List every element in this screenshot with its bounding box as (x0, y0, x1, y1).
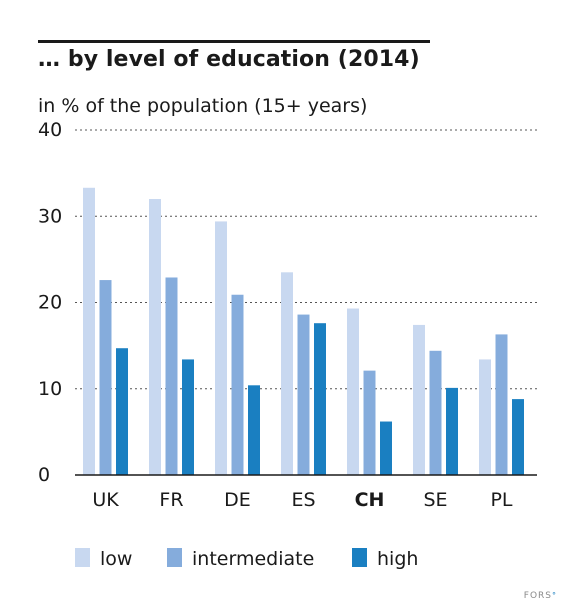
bar-uk-low (83, 187, 95, 475)
footer-brand-mark: ° (552, 591, 557, 600)
legend-swatch-high (352, 548, 367, 567)
legend-swatch-low (75, 548, 90, 567)
bar-de-low (215, 221, 227, 475)
footer-brand: FORS° (524, 591, 557, 601)
y-tick-label: 30 (38, 205, 62, 227)
bar-pl-intermediate (495, 334, 508, 475)
x-tick-label-ch: CH (355, 489, 385, 511)
legend-label-low: low (100, 548, 132, 570)
y-tick-label: 10 (38, 378, 62, 400)
bar-pl-high (512, 399, 524, 475)
bar-ch-low (347, 308, 359, 475)
chart-subtitle: in % of the population (15+ years) (38, 95, 368, 117)
bar-de-high (248, 385, 260, 475)
legend-swatch-intermediate (167, 548, 182, 567)
bar-se-low (413, 324, 425, 475)
bar-uk-high (116, 348, 128, 475)
legend-label-high: high (377, 548, 418, 570)
x-tick-label-fr: FR (159, 489, 183, 511)
bar-se-intermediate (429, 350, 442, 475)
x-tick-label-pl: PL (490, 489, 512, 511)
bar-ch-high (380, 421, 392, 475)
bar-uk-intermediate (99, 280, 112, 475)
legend-label-intermediate: intermediate (192, 548, 314, 570)
chart-title: … by level of education (2014) (38, 47, 420, 72)
bar-fr-intermediate (165, 277, 178, 475)
bar-fr-high (182, 359, 194, 475)
bar-se-high (446, 387, 458, 475)
bar-ch-intermediate (363, 370, 376, 475)
x-tick-label-de: DE (224, 489, 251, 511)
bar-de-intermediate (231, 294, 244, 475)
x-tick-label-uk: UK (92, 489, 119, 511)
bar-fr-low (149, 199, 161, 475)
x-tick-label-es: ES (291, 489, 315, 511)
footer-brand-text: FORS (523, 591, 552, 601)
bar-es-low (281, 272, 293, 475)
y-tick-label: 40 (38, 119, 62, 141)
bar-es-intermediate (297, 314, 310, 475)
y-tick-label: 0 (38, 464, 50, 486)
x-tick-label-se: SE (423, 489, 447, 511)
bar-es-high (314, 323, 326, 475)
bar-pl-low (479, 359, 491, 475)
title-rule (38, 40, 430, 43)
y-tick-label: 20 (38, 292, 62, 314)
